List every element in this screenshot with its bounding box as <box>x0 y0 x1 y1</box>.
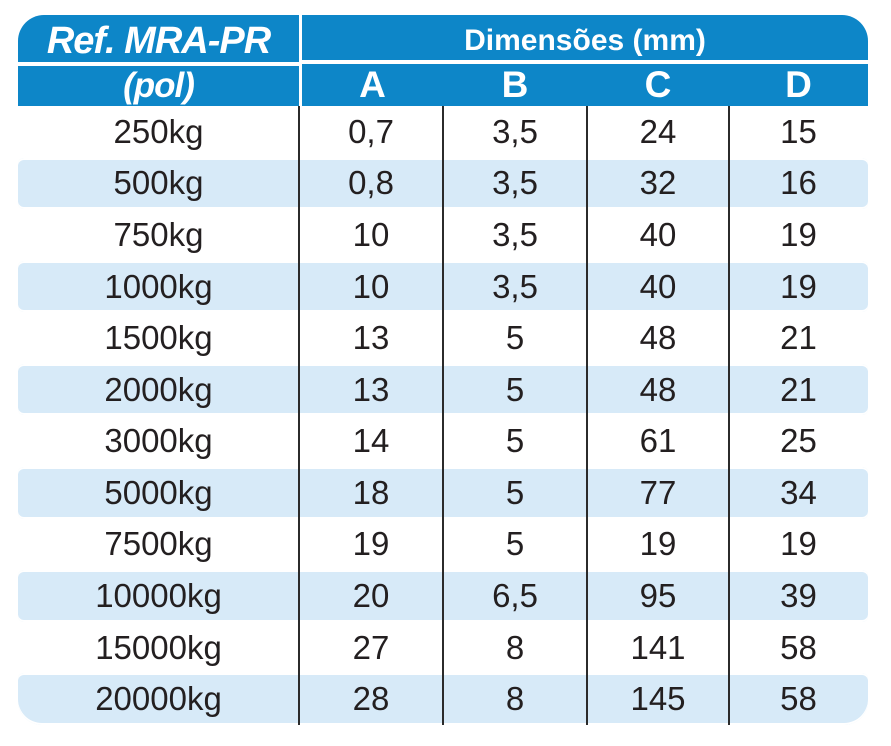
dimensions-spec-table: Ref. MRA-PR (pol) Dimensões (mm) A B C D <box>18 15 868 725</box>
column-header-d: D <box>785 64 812 105</box>
column-divider <box>586 106 588 725</box>
cell-c: 19 <box>639 525 677 563</box>
cell-c: 61 <box>639 422 677 460</box>
column-divider <box>298 106 300 725</box>
dimensions-title-cell: Dimensões (mm) <box>302 15 868 64</box>
table-row: 1500kg 13 5 48 21 <box>18 312 868 364</box>
table-row: 250kg 0,7 3,5 24 15 <box>18 106 868 158</box>
cell-a: 10 <box>352 267 390 305</box>
cell-ref: 3000kg <box>104 422 213 460</box>
cell-ref: 750kg <box>113 215 204 253</box>
cell-b: 3,5 <box>492 215 538 253</box>
column-header-b: B <box>501 64 529 105</box>
cell-d: 19 <box>780 525 817 563</box>
cell-d: 21 <box>780 370 817 408</box>
ref-header-column: Ref. MRA-PR (pol) <box>18 15 299 106</box>
table-header: Ref. MRA-PR (pol) Dimensões (mm) A B C D <box>18 15 868 106</box>
cell-c: 141 <box>630 628 686 666</box>
cell-ref: 1500kg <box>104 319 213 357</box>
ref-title: Ref. MRA-PR <box>46 20 271 62</box>
cell-c: 145 <box>630 680 686 718</box>
cell-b: 8 <box>505 628 525 666</box>
cell-d: 39 <box>780 576 817 614</box>
cell-b: 5 <box>505 370 525 408</box>
cell-d: 19 <box>780 215 817 253</box>
cell-b: 5 <box>505 319 525 357</box>
cell-a: 18 <box>352 473 390 511</box>
cell-ref: 250kg <box>113 112 204 150</box>
cell-d: 21 <box>780 319 817 357</box>
column-letters-row: A B C D <box>302 64 868 106</box>
cell-a: 20 <box>352 576 390 614</box>
column-header-a: A <box>359 64 386 105</box>
cell-b: 5 <box>505 525 525 563</box>
column-header-c: C <box>644 64 672 105</box>
cell-d: 16 <box>780 164 817 202</box>
cell-c: 40 <box>639 267 677 305</box>
ref-header-cell: Ref. MRA-PR <box>18 15 299 66</box>
cell-a: 27 <box>352 628 390 666</box>
cell-c: 24 <box>639 112 677 150</box>
cell-a: 13 <box>352 319 390 357</box>
cell-ref: 2000kg <box>104 370 213 408</box>
cell-d: 25 <box>780 422 817 460</box>
cell-b: 6,5 <box>492 576 538 614</box>
table-row: 7500kg 19 5 19 19 <box>18 519 868 571</box>
cell-a: 28 <box>352 680 390 718</box>
cell-c: 32 <box>639 164 677 202</box>
cell-d: 58 <box>780 628 817 666</box>
table-row: 750kg 10 3,5 40 19 <box>18 209 868 261</box>
cell-d: 34 <box>780 473 817 511</box>
cell-ref: 500kg <box>113 164 204 202</box>
cell-a: 10 <box>352 215 390 253</box>
dimensions-title: Dimensões (mm) <box>464 23 706 57</box>
cell-b: 3,5 <box>492 164 538 202</box>
cell-a: 13 <box>352 370 390 408</box>
cell-a: 14 <box>352 422 390 460</box>
cell-ref: 7500kg <box>104 525 213 563</box>
cell-b: 3,5 <box>492 267 538 305</box>
cell-a: 0,7 <box>348 112 394 150</box>
cell-d: 15 <box>780 112 817 150</box>
cell-ref: 20000kg <box>95 680 222 718</box>
table-row: 15000kg 27 8 141 58 <box>18 622 868 674</box>
cell-d: 19 <box>780 267 817 305</box>
cell-d: 58 <box>780 680 817 718</box>
column-divider <box>442 106 444 725</box>
cell-ref: 15000kg <box>95 628 222 666</box>
cell-c: 40 <box>639 215 677 253</box>
cell-b: 5 <box>505 422 525 460</box>
cell-ref: 1000kg <box>104 267 213 305</box>
cell-b: 3,5 <box>492 112 538 150</box>
table-body: 250kg 0,7 3,5 24 15 500kg 0,8 3,5 32 16 … <box>18 106 868 725</box>
ref-subtitle: (pol) <box>123 66 195 105</box>
cell-a: 0,8 <box>348 164 394 202</box>
cell-c: 95 <box>639 576 677 614</box>
cell-b: 5 <box>505 473 525 511</box>
cell-a: 19 <box>352 525 390 563</box>
cell-c: 77 <box>639 473 677 511</box>
dimensions-header-column: Dimensões (mm) A B C D <box>299 15 868 106</box>
cell-b: 8 <box>505 680 525 718</box>
cell-ref: 5000kg <box>104 473 213 511</box>
cell-ref: 10000kg <box>95 576 222 614</box>
table-row: 3000kg 14 5 61 25 <box>18 415 868 467</box>
ref-subheader-cell: (pol) <box>18 66 299 106</box>
cell-c: 48 <box>639 370 677 408</box>
column-divider <box>728 106 730 725</box>
cell-c: 48 <box>639 319 677 357</box>
